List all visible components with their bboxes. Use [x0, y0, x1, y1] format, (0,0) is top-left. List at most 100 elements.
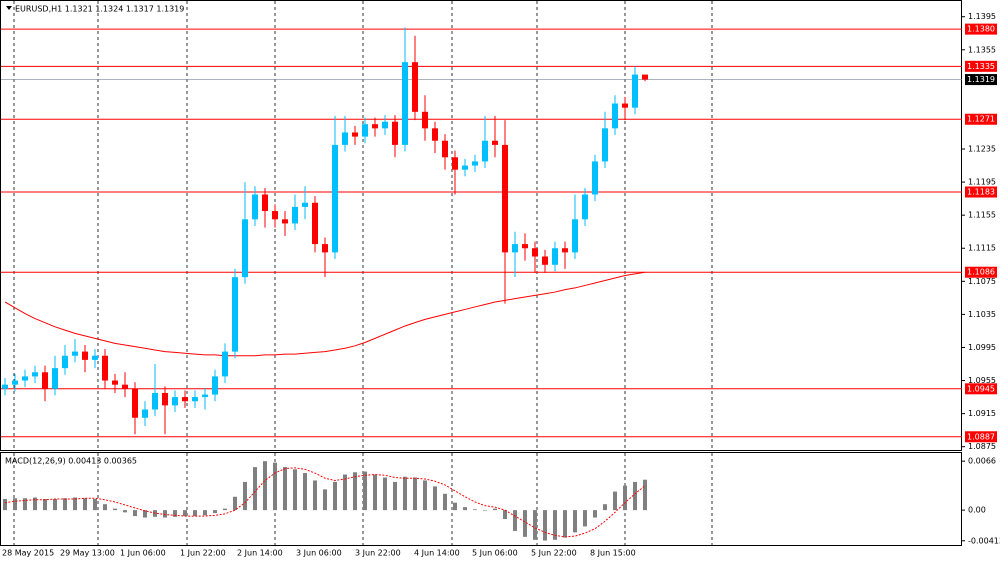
- x-tick-label: 8 Jun 15:00: [590, 549, 636, 558]
- macd-bar: [563, 510, 567, 538]
- candle-body: [542, 256, 548, 265]
- macd-bar: [433, 486, 437, 511]
- macd-bar: [553, 510, 557, 540]
- candle-body: [332, 144, 338, 253]
- macd-bar: [223, 508, 227, 511]
- macd-bar: [573, 510, 577, 533]
- macd-bar: [133, 510, 137, 517]
- macd-bar: [93, 499, 97, 511]
- candle-body: [532, 248, 538, 257]
- candle-body: [72, 351, 78, 356]
- candle-body: [202, 394, 208, 398]
- macd-bar: [13, 498, 17, 511]
- candle-body: [472, 161, 478, 166]
- macd-bar: [643, 479, 647, 511]
- macd-bar: [203, 510, 207, 516]
- chart-title: EURUSD,H1 1.1321 1.1324 1.1317 1.1319: [15, 5, 184, 14]
- y-tick-label: 1.1035: [968, 310, 996, 319]
- macd-bar: [53, 499, 57, 511]
- y-tick-label: 1.1075: [968, 277, 996, 286]
- candle-body: [572, 219, 578, 253]
- macd-bar: [193, 510, 197, 517]
- candle-body: [352, 132, 358, 137]
- x-tick-label: 29 May 13:00: [60, 549, 115, 558]
- y-tick-label: 1.1155: [968, 211, 996, 220]
- candle-body: [382, 121, 388, 129]
- level-label: 1.1183: [967, 188, 995, 197]
- macd-bar: [593, 510, 597, 518]
- macd-bar: [493, 508, 497, 511]
- main-frame: [0, 0, 962, 451]
- level-label: 1.1335: [967, 62, 995, 71]
- candle-body: [642, 74, 648, 80]
- candle-body: [612, 103, 618, 129]
- candle-body: [22, 376, 28, 381]
- x-tick-label: 28 May 2015: [2, 549, 54, 558]
- macd-bar: [33, 497, 37, 511]
- candle-body: [582, 194, 588, 220]
- macd-y-tick-label: 0.00: [968, 506, 986, 515]
- candle-body: [422, 111, 428, 129]
- macd-bar: [303, 473, 307, 511]
- candle-body: [492, 140, 498, 145]
- candle-body: [302, 202, 308, 207]
- candle-body: [282, 219, 288, 224]
- macd-bar: [263, 461, 267, 511]
- current-price-tag: [965, 74, 997, 86]
- x-tick-label: 3 Jun 22:00: [355, 549, 401, 558]
- candle-body: [2, 384, 8, 389]
- macd-bar: [163, 510, 167, 518]
- candle-body: [102, 355, 108, 381]
- candle-body: [272, 211, 278, 220]
- candle-body: [562, 248, 568, 253]
- x-tick-label: 1 Jun 22:00: [180, 549, 226, 558]
- candle-body: [12, 380, 18, 385]
- macd-bar: [383, 477, 387, 511]
- macd-bar: [3, 499, 7, 511]
- candle-body: [372, 124, 378, 129]
- candle-body: [502, 144, 508, 253]
- macd-bar: [243, 481, 247, 511]
- macd-bar: [603, 504, 607, 511]
- candle-body: [232, 277, 238, 352]
- macd-bar: [523, 510, 527, 537]
- y-tick-label: 1.0995: [968, 343, 996, 352]
- candle-body: [122, 384, 128, 389]
- candle-body: [482, 140, 488, 162]
- candle-body: [132, 388, 138, 418]
- level-label: 1.1380: [967, 25, 995, 34]
- level-tag: [965, 383, 997, 395]
- y-tick-label: 1.1395: [968, 12, 996, 21]
- y-tick-label: 1.1355: [968, 45, 996, 54]
- macd-bar: [113, 508, 117, 511]
- macd-bar: [233, 496, 237, 511]
- candle-body: [212, 376, 218, 395]
- macd-bar: [313, 480, 317, 511]
- macd-bar: [173, 510, 177, 517]
- current-price-label: 1.1319: [967, 75, 995, 84]
- macd-bar: [583, 510, 587, 527]
- macd-y-tick-label: -0.00413: [968, 536, 1000, 545]
- macd-bar: [103, 504, 107, 511]
- y-tick-label: 1.1115: [968, 244, 996, 253]
- macd-bar: [453, 502, 457, 511]
- macd-bar: [613, 491, 617, 511]
- macd-bar: [273, 462, 277, 511]
- candle-body: [32, 372, 38, 377]
- candle-body: [322, 244, 328, 253]
- candle-body: [412, 62, 418, 112]
- level-tag: [965, 60, 997, 72]
- candle-body: [622, 103, 628, 108]
- candle-body: [602, 128, 608, 162]
- x-tick-label: 5 Jun 22:00: [531, 549, 577, 558]
- macd-frame: [0, 452, 962, 546]
- level-tag: [965, 186, 997, 198]
- candle-body: [222, 351, 228, 377]
- y-tick-label: 1.1195: [968, 178, 996, 187]
- candle-body: [552, 248, 558, 265]
- macd-bar: [183, 510, 187, 517]
- candle-body: [342, 132, 348, 145]
- menu-arrow[interactable]: [6, 6, 12, 10]
- macd-bar: [633, 481, 637, 511]
- candle-body: [452, 157, 458, 170]
